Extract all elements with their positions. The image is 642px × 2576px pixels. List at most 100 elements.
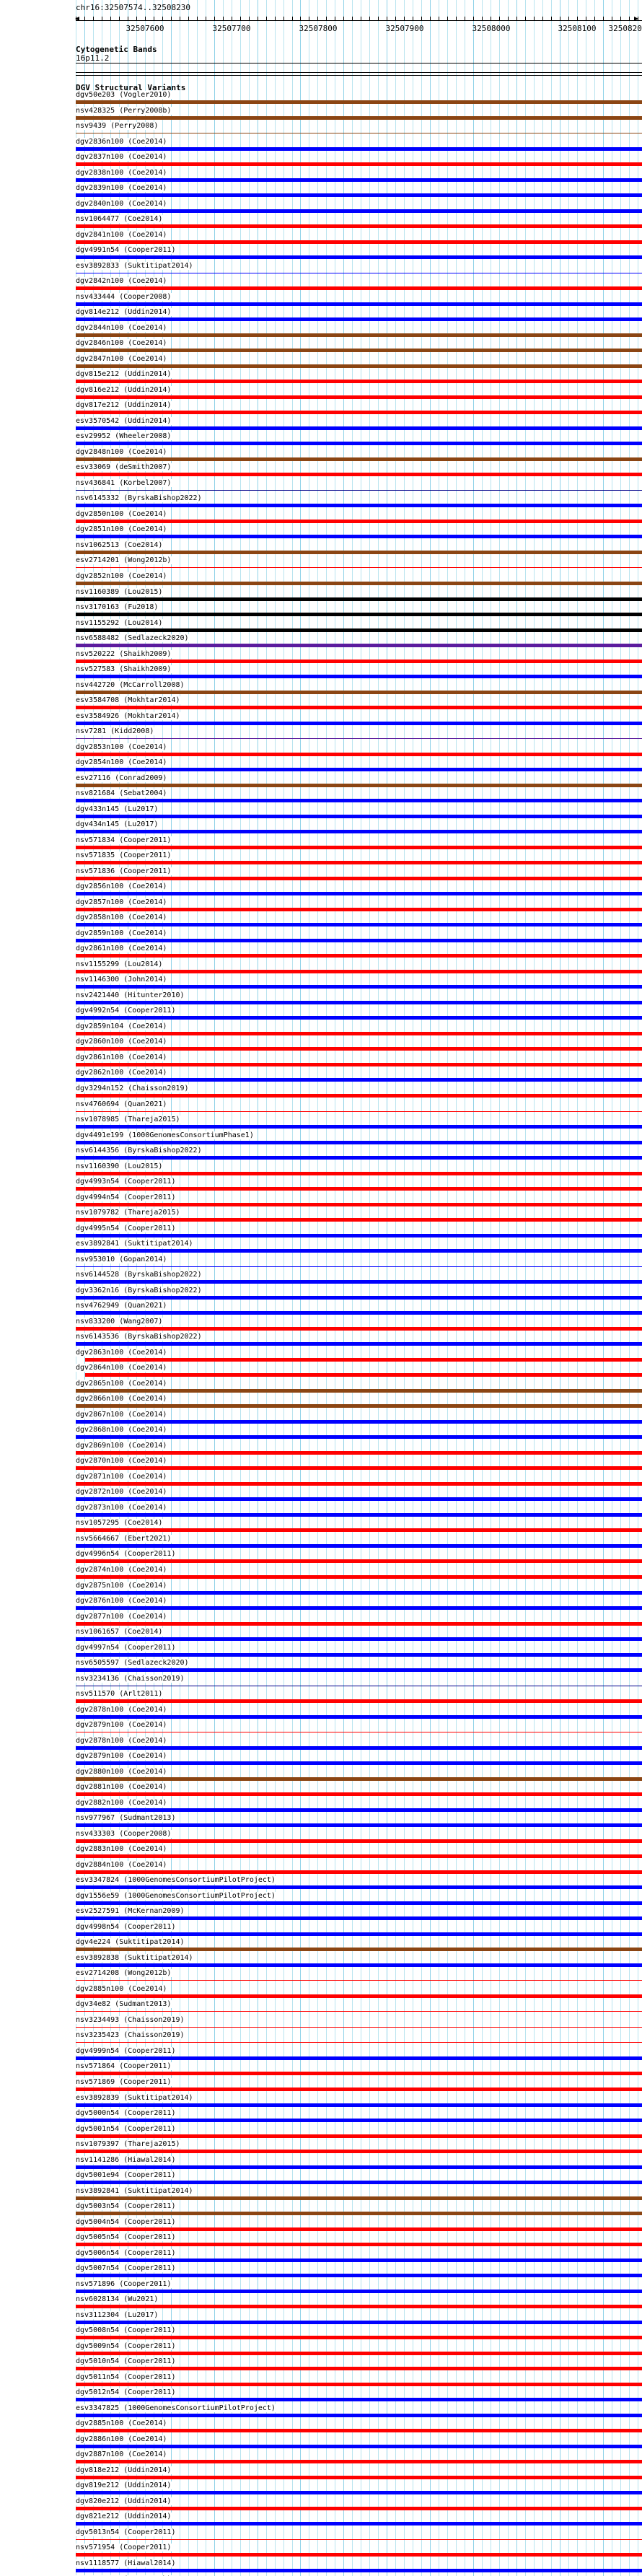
sv-bar[interactable] [76, 2227, 642, 2231]
sv-label[interactable]: dgv5011n54 (Cooper2011) [76, 2373, 177, 2381]
sv-bar[interactable] [76, 1156, 642, 1160]
sv-label[interactable]: nsv1057295 (Coe2014) [76, 1519, 164, 1528]
sv-bar[interactable] [76, 2274, 642, 2278]
sv-bar[interactable] [76, 861, 642, 865]
sv-row[interactable]: dgv2882n100 (Coe2014) [0, 1798, 642, 1815]
sv-row[interactable]: nsv1160389 (Lou2015) [0, 587, 642, 604]
sv-label[interactable]: dgv2864n100 (Coe2014) [76, 1364, 169, 1372]
sv-bar[interactable] [76, 1326, 642, 1331]
sv-bar[interactable] [76, 1031, 642, 1035]
sv-label[interactable]: dgv2841n100 (Coe2014) [76, 230, 169, 239]
sv-label[interactable]: dgv2886n100 (Coe2014) [76, 2435, 169, 2443]
sv-label[interactable]: dgv433n145 (Lu2017) [76, 805, 160, 813]
sv-row[interactable]: dgv821e212 (Uddin2014) [0, 2513, 642, 2528]
sv-label[interactable]: dgv4991n54 (Cooper2011) [76, 246, 177, 255]
sv-label[interactable]: dgv2847n100 (Coe2014) [76, 354, 169, 363]
sv-row[interactable]: dgv2881n100 (Coe2014) [0, 1783, 642, 1799]
sv-bar[interactable] [76, 1233, 642, 1237]
sv-label[interactable]: nsv6145332 (ByrskaBishop2022) [76, 494, 203, 503]
sv-row[interactable]: nsv571864 (Cooper2011) [0, 2062, 642, 2078]
sv-label[interactable]: nsv5664667 (Ebert2021) [76, 1534, 173, 1543]
sv-bar[interactable] [76, 1000, 642, 1004]
sv-row[interactable]: dgv2847n100 (Coe2014) [0, 354, 642, 371]
sv-label[interactable]: dgv4997n54 (Cooper2011) [76, 1643, 177, 1652]
sv-label[interactable]: nsv3234136 (Chaisson2019) [76, 1674, 186, 1683]
sv-bar[interactable] [76, 1512, 642, 1517]
sv-bar[interactable] [76, 1202, 642, 1206]
sv-label[interactable]: dgv2873n100 (Coe2014) [76, 1503, 169, 1512]
sv-row[interactable]: dgv5010n54 (Cooper2011) [0, 2357, 642, 2373]
sv-label[interactable]: dgv2885n100 (Coe2014) [76, 2419, 169, 2428]
sv-label[interactable]: dgv5008n54 (Cooper2011) [76, 2326, 177, 2335]
sv-bar[interactable] [76, 209, 642, 213]
sv-label[interactable]: dgv5004n54 (Cooper2011) [76, 2217, 177, 2226]
sv-label[interactable]: dgv3362n16 (ByrskaBishop2022) [76, 1286, 203, 1294]
sv-row[interactable]: esv3584708 (Mokhtar2014) [0, 696, 642, 712]
sv-row[interactable]: dgv2867n100 (Coe2014) [0, 1410, 642, 1427]
sv-row[interactable]: nsv6588482 (Sedlazeck2020) [0, 634, 642, 650]
sv-row[interactable]: nsv977967 (Sudmant2013) [0, 1814, 642, 1830]
sv-label[interactable]: dgv4995n54 (Cooper2011) [76, 1224, 177, 1232]
sv-row[interactable]: esv3347824 (1000GenomesConsortiumPilotPr… [0, 1876, 642, 1892]
sv-bar[interactable] [76, 597, 642, 601]
sv-bar[interactable] [76, 938, 642, 942]
sv-label[interactable]: nsv6588482 (Sedlazeck2020) [76, 634, 190, 643]
sv-row[interactable]: nsv1118577 (Hiawal2014) [0, 2559, 642, 2575]
sv-bar[interactable] [76, 1761, 642, 1766]
sv-row[interactable]: esv33069 (deSmith2007) [0, 463, 642, 479]
sv-label[interactable]: dgv2879n100 (Coe2014) [76, 1752, 169, 1761]
sv-label[interactable]: nsv953010 (Gopan2014) [76, 1255, 169, 1263]
sv-bar[interactable] [76, 1559, 642, 1564]
sv-row[interactable]: dgv5011n54 (Cooper2011) [0, 2373, 642, 2389]
sv-label[interactable]: dgv817e212 (Uddin2014) [76, 401, 173, 410]
sv-row[interactable]: dgv4992n54 (Cooper2011) [0, 1007, 642, 1022]
sv-row[interactable]: dgv815e212 (Uddin2014) [0, 370, 642, 386]
sv-label[interactable]: dgv2858n100 (Coe2014) [76, 914, 169, 922]
sv-row[interactable]: nsv3170163 (Fu2018) [0, 603, 642, 619]
sv-row[interactable]: dgv2861n100 (Coe2014) [0, 1053, 642, 1069]
sv-label[interactable]: dgv2877n100 (Coe2014) [76, 1612, 169, 1621]
sv-bar[interactable] [76, 2351, 642, 2355]
sv-label[interactable]: nsv9439 (Perry2008) [76, 122, 160, 131]
sv-bar[interactable] [76, 162, 642, 167]
sv-bar[interactable] [76, 2165, 642, 2169]
sv-bar[interactable] [76, 2553, 642, 2557]
sv-label[interactable]: dgv5007n54 (Cooper2011) [76, 2264, 177, 2273]
sv-row[interactable]: esv3892841 (Suktitipat2014) [0, 1240, 642, 1256]
sv-row[interactable]: dgv814e212 (Uddin2014) [0, 308, 642, 324]
sv-row[interactable]: nsv6143536 (ByrskaBishop2022) [0, 1333, 642, 1349]
sv-bar[interactable] [76, 1606, 642, 1611]
sv-row[interactable]: dgv2886n100 (Coe2014) [0, 2435, 642, 2451]
sv-row[interactable]: dgv5000n54 (Cooper2011) [0, 2109, 642, 2125]
sv-row[interactable]: dgv5012n54 (Cooper2011) [0, 2388, 642, 2404]
sv-row[interactable]: nsv428325 (Perry2008b) [0, 106, 642, 123]
sv-bar[interactable] [76, 1062, 642, 1066]
sv-bar[interactable] [76, 907, 642, 911]
sv-bar[interactable] [76, 550, 642, 554]
sv-bar[interactable] [76, 286, 642, 291]
sv-bar[interactable] [76, 768, 642, 772]
sv-bar[interactable] [76, 364, 642, 368]
sv-label[interactable]: nsv433303 (Cooper2008) [76, 1829, 173, 1838]
sv-label[interactable]: dgv2865n100 (Coe2014) [76, 1379, 169, 1388]
sv-row[interactable]: dgv2840n100 (Coe2014) [0, 199, 642, 216]
sv-label[interactable]: dgv814e212 (Uddin2014) [76, 308, 173, 317]
sv-label[interactable]: dgv816e212 (Uddin2014) [76, 385, 173, 394]
sv-row[interactable]: esv2714208 (Wong2012b) [0, 1969, 642, 1985]
sv-row[interactable]: nsv3234136 (Chaisson2019) [0, 1674, 642, 1691]
sv-label[interactable]: nsv1146300 (John2014) [76, 976, 169, 984]
sv-row[interactable]: dgv2838n100 (Coe2014) [0, 168, 642, 185]
sv-label[interactable]: dgv2870n100 (Coe2014) [76, 1457, 169, 1466]
sv-row[interactable]: dgv819e212 (Uddin2014) [0, 2481, 642, 2497]
sv-row[interactable]: dgv2873n100 (Coe2014) [0, 1503, 642, 1520]
sv-row[interactable]: nsv511570 (Arlt2011) [0, 1690, 642, 1706]
sv-label[interactable]: dgv818e212 (Uddin2014) [76, 2466, 173, 2474]
sv-label[interactable]: dgv2842n100 (Coe2014) [76, 277, 169, 286]
sv-label[interactable]: nsv571864 (Cooper2011) [76, 2062, 173, 2071]
sv-row[interactable]: nsv571896 (Cooper2011) [0, 2279, 642, 2296]
sv-row[interactable]: dgv34e82 (Sudmant2013) [0, 2000, 642, 2016]
sv-label[interactable]: esv3347825 (1000GenomesConsortiumPilotPr… [76, 2404, 277, 2412]
sv-label[interactable]: dgv2839n100 (Coe2014) [76, 184, 169, 193]
sv-row[interactable]: dgv434n145 (Lu2017) [0, 820, 642, 836]
sv-row[interactable]: nsv433303 (Cooper2008) [0, 1829, 642, 1846]
